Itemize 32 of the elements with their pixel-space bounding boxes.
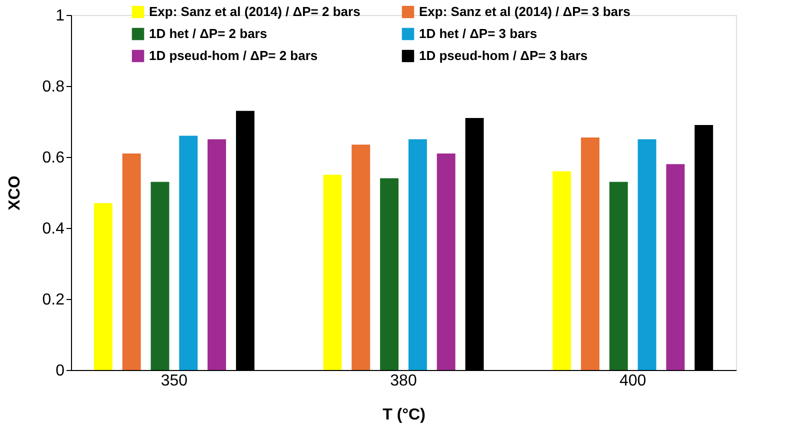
bar [666, 164, 685, 370]
legend-label: 1D het / ΔP= 3 bars [419, 26, 538, 41]
bar [436, 153, 456, 370]
x-tick-label: 400 [619, 372, 646, 390]
y-tick-label: 0.2 [42, 292, 65, 308]
bar [122, 153, 141, 370]
y-tick-label: 0.6 [42, 150, 65, 166]
bar [323, 174, 342, 370]
x-axis-title: T (°C) [382, 406, 426, 424]
legend-label: Exp: Sanz et al (2014) / ΔP= 3 bars [419, 4, 630, 19]
bar [609, 182, 628, 370]
bar [150, 182, 170, 370]
bar [208, 139, 226, 370]
y-tick-label: 0.4 [42, 220, 65, 238]
y-tick-label: 0.8 [42, 78, 65, 96]
legend-label: Exp: Sanz et al (2014) / ΔP= 2 bars [149, 4, 360, 19]
bar [408, 139, 427, 370]
bar [552, 171, 572, 370]
legend-label: 1D pseud-hom / ΔP= 2 bars [149, 48, 318, 63]
bar [380, 178, 399, 370]
x-tick-label: 380 [390, 372, 417, 390]
x-tick-label: 350 [160, 372, 188, 390]
bar [638, 139, 656, 370]
bar [94, 203, 112, 370]
bar [352, 144, 370, 370]
y-tick-label: 0 [56, 362, 65, 380]
legend-label: 1D pseud-hom / ΔP= 3 bars [419, 48, 588, 63]
y-tick-label: 1 [56, 8, 65, 24]
bar [580, 137, 600, 370]
bar [179, 136, 198, 370]
legend-label: 1D het / ΔP= 2 bars [149, 26, 268, 41]
y-axis-title: XCO [6, 176, 24, 210]
